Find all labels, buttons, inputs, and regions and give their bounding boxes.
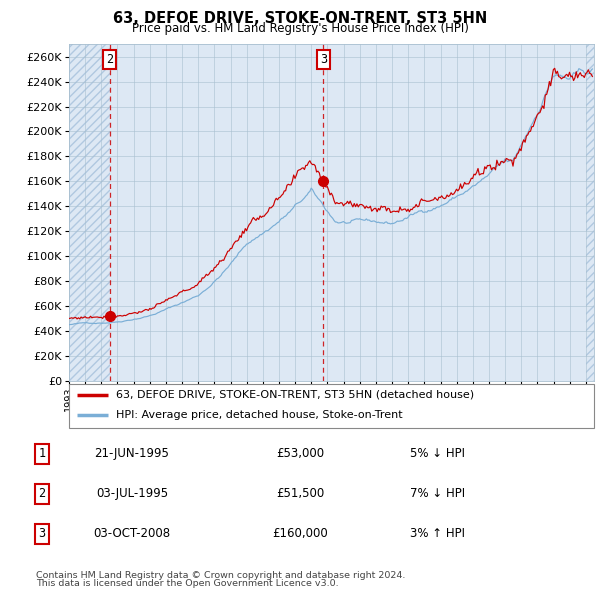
Text: 63, DEFOE DRIVE, STOKE-ON-TRENT, ST3 5HN (detached house): 63, DEFOE DRIVE, STOKE-ON-TRENT, ST3 5HN… <box>116 389 475 399</box>
Text: Price paid vs. HM Land Registry's House Price Index (HPI): Price paid vs. HM Land Registry's House … <box>131 22 469 35</box>
Text: 03-JUL-1995: 03-JUL-1995 <box>96 487 168 500</box>
Text: £160,000: £160,000 <box>272 527 328 540</box>
Bar <box>69 44 110 381</box>
Text: £53,000: £53,000 <box>276 447 324 460</box>
Text: 3: 3 <box>38 527 46 540</box>
Text: 5% ↓ HPI: 5% ↓ HPI <box>410 447 466 460</box>
Text: 21-JUN-1995: 21-JUN-1995 <box>95 447 169 460</box>
Text: 63, DEFOE DRIVE, STOKE-ON-TRENT, ST3 5HN: 63, DEFOE DRIVE, STOKE-ON-TRENT, ST3 5HN <box>113 11 487 25</box>
Text: 7% ↓ HPI: 7% ↓ HPI <box>410 487 466 500</box>
Text: 3: 3 <box>320 53 327 65</box>
Text: HPI: Average price, detached house, Stoke-on-Trent: HPI: Average price, detached house, Stok… <box>116 411 403 420</box>
Bar <box>586 44 594 381</box>
Text: This data is licensed under the Open Government Licence v3.0.: This data is licensed under the Open Gov… <box>36 579 338 588</box>
FancyBboxPatch shape <box>69 384 594 428</box>
Text: 03-OCT-2008: 03-OCT-2008 <box>94 527 170 540</box>
Text: £51,500: £51,500 <box>276 487 324 500</box>
Text: 3% ↑ HPI: 3% ↑ HPI <box>410 527 466 540</box>
Text: Contains HM Land Registry data © Crown copyright and database right 2024.: Contains HM Land Registry data © Crown c… <box>36 571 406 579</box>
Text: 2: 2 <box>106 53 113 65</box>
Text: 2: 2 <box>38 487 46 500</box>
Text: 1: 1 <box>38 447 46 460</box>
